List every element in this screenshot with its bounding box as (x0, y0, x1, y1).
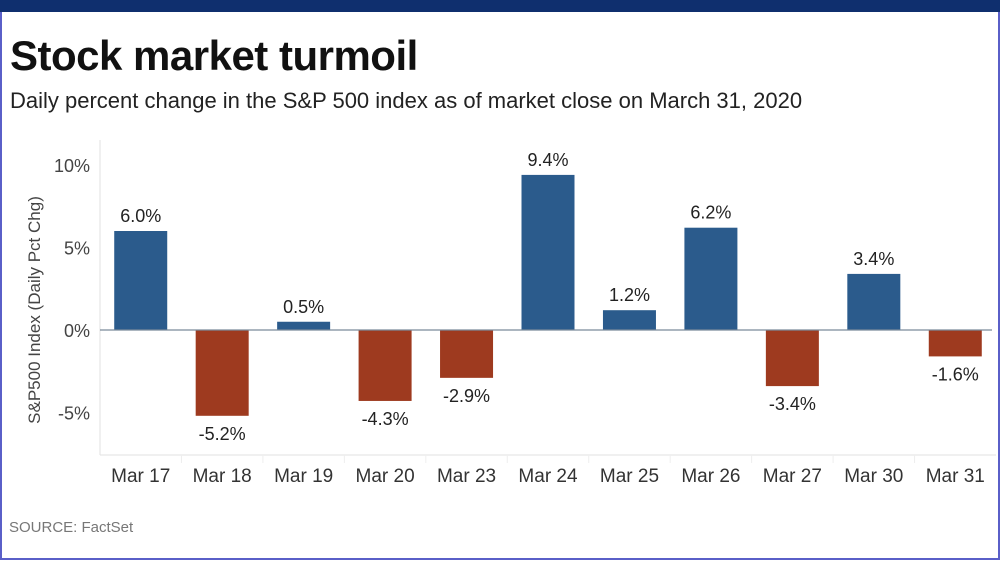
x-tick-label: Mar 27 (763, 466, 822, 487)
bar (847, 273, 901, 330)
data-label: -2.9% (443, 386, 490, 406)
data-label: -3.4% (769, 394, 816, 414)
x-tick-label: Mar 23 (437, 466, 496, 487)
bar (928, 330, 982, 357)
x-tick-label: Mar 20 (356, 466, 415, 487)
bar (440, 330, 494, 378)
x-tick-label: Mar 26 (681, 466, 740, 487)
y-axis-label: S&P500 Index (Daily Pct Chg) (25, 196, 44, 424)
data-label: 6.0% (120, 206, 161, 226)
x-tick-label: Mar 18 (193, 466, 252, 487)
bar (765, 330, 819, 387)
chart-title: Stock market turmoil (10, 32, 418, 79)
y-tick-label: 5% (64, 239, 90, 259)
x-tick-label: Mar 30 (844, 466, 903, 487)
bar (195, 330, 249, 416)
data-label: 3.4% (853, 249, 894, 269)
data-label: 0.5% (283, 297, 324, 317)
bar (277, 321, 331, 330)
data-label: -5.2% (199, 424, 246, 444)
bar (114, 231, 168, 330)
bar (358, 330, 412, 401)
x-tick-label: Mar 24 (518, 466, 578, 487)
data-label: -1.6% (932, 364, 979, 384)
data-label: -4.3% (362, 409, 409, 429)
y-tick-label: 10% (54, 156, 90, 176)
data-label: 9.4% (527, 150, 568, 170)
data-label: 1.2% (609, 285, 650, 305)
source-note: SOURCE: FactSet (9, 519, 134, 536)
top-bar (0, 0, 1000, 12)
bar (521, 174, 575, 330)
x-tick-label: Mar 17 (111, 466, 170, 487)
x-tick-label: Mar 25 (600, 466, 659, 487)
y-tick-label: -5% (58, 404, 90, 424)
bar (684, 227, 738, 330)
x-tick-label: Mar 19 (274, 466, 333, 487)
chart-subtitle: Daily percent change in the S&P 500 inde… (10, 88, 803, 113)
data-label: 6.2% (690, 203, 731, 223)
bar (602, 310, 656, 330)
y-tick-label: 0% (64, 321, 90, 341)
x-tick-label: Mar 31 (926, 466, 985, 487)
